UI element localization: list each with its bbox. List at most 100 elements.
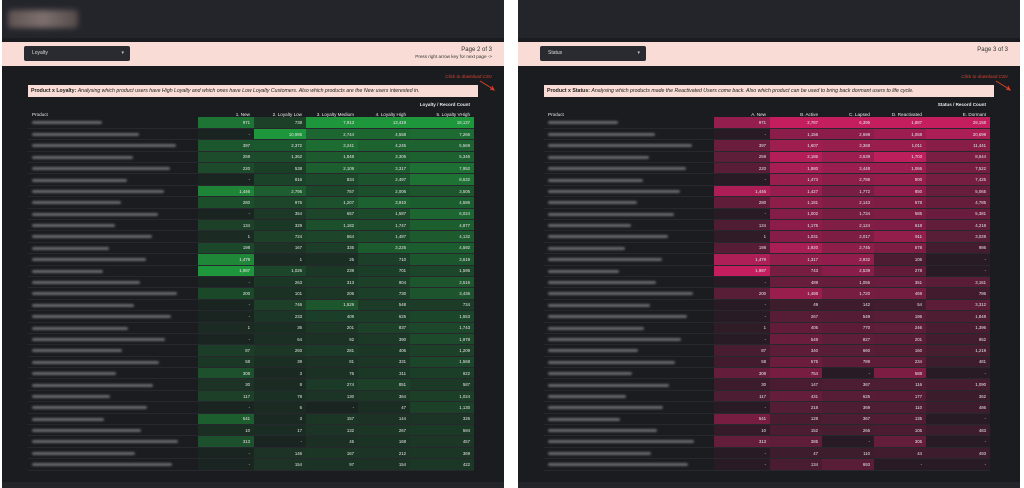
table-row[interactable]: 1 405 770 246 1,396 xyxy=(544,322,990,334)
table-cell: 1,479 xyxy=(714,253,770,266)
table-cell: 734 xyxy=(410,299,474,312)
table-row[interactable]: 313 385-305- xyxy=(544,435,990,448)
table-row[interactable]: 1,987 743 2,539 278- xyxy=(544,265,990,277)
table-row[interactable]: 308 754-588- xyxy=(544,367,990,380)
table-row[interactable]: -1,002 1,734 585 5,381 xyxy=(544,208,990,221)
dimension-dropdown[interactable]: Status ▾ xyxy=(540,46,646,61)
table-row[interactable]: 198 1,920 2,745 578 986 xyxy=(544,242,990,255)
top-bar xyxy=(2,0,504,38)
column-header[interactable]: 1. New xyxy=(235,112,250,117)
table-row[interactable]: -134 693- - xyxy=(544,458,990,471)
table-cell: 971 xyxy=(714,117,770,129)
table-row[interactable]: 280 1,181 2,143 578 4,785 xyxy=(544,196,990,209)
table-row[interactable]: 220 1,880 3,448 1,066 7,522 xyxy=(544,162,990,175)
column-header[interactable]: A. New xyxy=(751,112,766,117)
table-row[interactable]: 1,479 1 25 710 3,619 xyxy=(28,253,474,266)
table-row[interactable]: 58 575 789 234 481 xyxy=(544,356,990,369)
table-row[interactable]: 220 538 2,109 3,317 7,952 xyxy=(28,162,474,175)
table-row[interactable]: -218 369 110 486 xyxy=(544,401,990,414)
column-header[interactable]: E. Dormant xyxy=(962,112,986,117)
table-cell: - xyxy=(198,401,254,414)
table-row[interactable]: -354 657 1,587 6,024 xyxy=(28,208,474,221)
table-row[interactable]: 134 1,175 2,124 618 4,218 xyxy=(544,219,990,232)
column-header[interactable]: D. Reactivated xyxy=(891,112,922,117)
table-cell: 47 xyxy=(358,401,410,414)
table-row[interactable]: -154 97 154 422 xyxy=(28,458,474,471)
table-row[interactable]: 313-45 168 457 xyxy=(28,435,474,448)
table-cell: 259 xyxy=(198,151,254,164)
table-cell: 431 xyxy=(770,390,822,403)
table-row[interactable]: -47 110 44 493 xyxy=(544,447,990,460)
redacted-text xyxy=(548,429,657,433)
download-csv-link[interactable]: Click to download CSV xyxy=(961,74,1008,79)
table-cell: 45 xyxy=(306,435,358,448)
table-row[interactable]: 200 101 206 730 3,436 xyxy=(28,287,474,300)
table-row[interactable]: 259 1,362 1,848 3,306 5,346 xyxy=(28,151,474,164)
table-row[interactable]: 308 3 76 311 922 xyxy=(28,367,474,380)
table-row[interactable]: 87 293 281 406 1,209 xyxy=(28,344,474,357)
table-cell: 1,487 xyxy=(358,230,410,243)
table-row[interactable]: 280 976 1,207 3,910 4,586 xyxy=(28,196,474,209)
table-row[interactable]: 198 167 335 3,225 4,592 xyxy=(28,242,474,255)
column-header[interactable]: 2. Loyalty Low xyxy=(272,112,302,117)
table-cell: 3,241 xyxy=(306,139,358,152)
table-row[interactable]: -1,156 2,698 1,068 20,699 xyxy=(544,128,990,141)
table-row[interactable]: 10 152 265 105 483 xyxy=(544,424,990,437)
table-row[interactable]: -6-47 1,130 xyxy=(28,401,474,414)
table-row[interactable]: 134 329 1,182 1,747 4,877 xyxy=(28,219,474,232)
table-row[interactable]: -49 142 54 3,312 xyxy=(544,299,990,312)
column-header[interactable]: 3. Loyalty Medium xyxy=(316,112,354,117)
table-row[interactable]: 971 738 7,913 13,419 18,137 xyxy=(28,117,474,129)
table-row[interactable]: 58 39 81 331 1,568 xyxy=(28,356,474,369)
table-cell: 278 xyxy=(874,265,926,277)
table-row[interactable]: 397 1,607 3,368 1,011 11,441 xyxy=(544,139,990,152)
table-row[interactable]: 200 1,488 1,720 469 786 xyxy=(544,287,990,300)
download-csv-link[interactable]: Click to download CSV xyxy=(445,74,492,79)
table-row[interactable]: 1,987 1,026 239 701 1,595 xyxy=(28,265,474,277)
product-name-redacted xyxy=(544,162,714,175)
table-row[interactable]: 1 724 664 1,487 4,132 xyxy=(28,230,474,243)
table-row[interactable]: 1 36 201 837 1,743 xyxy=(28,322,474,334)
column-header[interactable]: B. Active xyxy=(800,112,818,117)
column-header[interactable]: 5. Loyalty VHigh xyxy=(436,112,470,117)
column-header-product[interactable]: Product xyxy=(548,112,564,117)
table-row[interactable]: 10 17 132 267 594 xyxy=(28,424,474,437)
navigation-hint: Press right arrow key for next page -> xyxy=(415,54,492,59)
table-row[interactable]: -263 313 904 3,516 xyxy=(28,276,474,289)
product-name-redacted xyxy=(544,139,714,152)
table-cell: 1,362 xyxy=(254,151,306,164)
arrow-icon xyxy=(479,80,495,91)
table-row[interactable]: -64 92 390 1,978 xyxy=(28,333,474,346)
table-row[interactable]: 541 3 157 144 326 xyxy=(28,413,474,426)
table-row[interactable]: 1 1,031 2,017 911 3,028 xyxy=(544,230,990,243)
table-row[interactable]: -10,995 2,744 4,558 7,266 xyxy=(28,128,474,141)
table-row[interactable]: 541 128 367 135- xyxy=(544,413,990,426)
table-row[interactable]: 30 147 367 116 1,090 xyxy=(544,378,990,391)
dimension-dropdown[interactable]: Loyalty ▾ xyxy=(24,46,130,61)
table-row[interactable]: -489 1,055 351 3,161 xyxy=(544,276,990,289)
table-row[interactable]: -267 549 196 1,848 xyxy=(544,310,990,323)
table-row[interactable]: 1,446 2,795 757 2,006 3,506 xyxy=(28,185,474,198)
table-row[interactable]: 259 2,186 3,639 1,703 8,644 xyxy=(544,151,990,164)
table-cell: - xyxy=(306,401,358,414)
table-row[interactable]: 397 2,372 3,241 4,245 5,569 xyxy=(28,139,474,152)
column-header-product[interactable]: Product xyxy=(32,112,48,117)
table-row[interactable]: 87 340 660 160 1,219 xyxy=(544,344,990,357)
column-header[interactable]: C. Lapsed xyxy=(849,112,870,117)
table-row[interactable]: -233 409 625 1,553 xyxy=(28,310,474,323)
column-header[interactable]: 4. Loyalty High xyxy=(375,112,406,117)
table-cell: 3 xyxy=(254,367,306,380)
table-row[interactable]: 1,479 1,317 2,932 106- xyxy=(544,253,990,266)
table-row[interactable]: 117 431 625 177 362 xyxy=(544,390,990,403)
table-row[interactable]: -548 827 201 952 xyxy=(544,333,990,346)
table-row[interactable]: 117 78 130 364 1,024 xyxy=(28,390,474,403)
table-row[interactable]: 1,446 1,427 1,772 850 5,065 xyxy=(544,185,990,198)
table-row[interactable]: -816 834 2,497 8,632 xyxy=(28,173,474,186)
table-row[interactable]: -1,473 2,788 900 7,425 xyxy=(544,173,990,186)
table-row[interactable]: -146 167 212 369 xyxy=(28,447,474,460)
product-name-redacted xyxy=(28,356,198,369)
table-row[interactable]: 971 2,787 6,395 1,887 29,158 xyxy=(544,117,990,129)
table-row[interactable]: 30 8 274 851 587 xyxy=(28,378,474,391)
table-cell: 168 xyxy=(358,435,410,448)
table-row[interactable]: -746 1,529 548 734 xyxy=(28,299,474,312)
